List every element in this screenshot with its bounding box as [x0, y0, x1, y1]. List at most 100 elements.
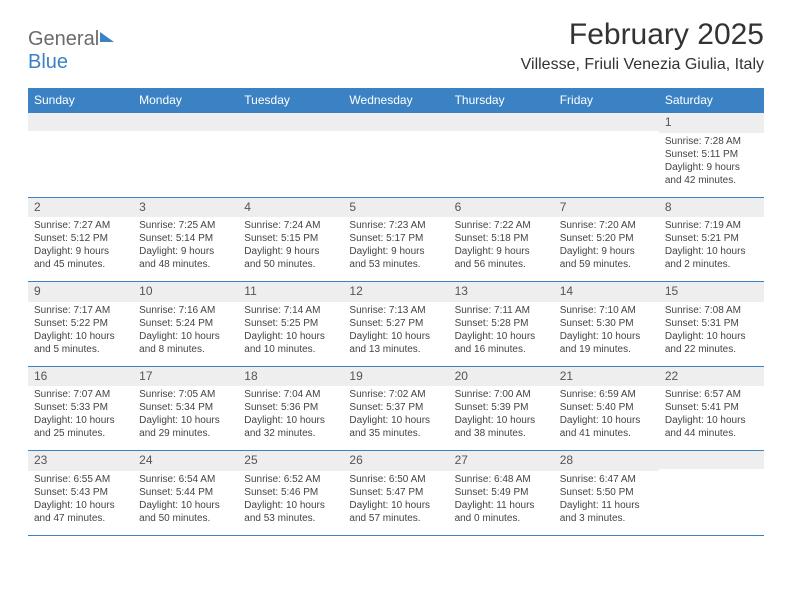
day-header: Saturday [659, 88, 764, 112]
day-cell: 14Sunrise: 7:10 AMSunset: 5:30 PMDayligh… [554, 282, 659, 366]
day-header: Monday [133, 88, 238, 112]
day-header: Wednesday [343, 88, 448, 112]
day-info: Sunrise: 7:24 AMSunset: 5:15 PMDaylight:… [238, 217, 343, 281]
sunrise-text: Sunrise: 7:19 AM [665, 219, 758, 232]
day-number: 24 [133, 451, 238, 471]
day-cell [238, 113, 343, 197]
sunrise-text: Sunrise: 6:57 AM [665, 388, 758, 401]
day-info: Sunrise: 6:57 AMSunset: 5:41 PMDaylight:… [659, 386, 764, 450]
day-cell: 10Sunrise: 7:16 AMSunset: 5:24 PMDayligh… [133, 282, 238, 366]
day-cell: 28Sunrise: 6:47 AMSunset: 5:50 PMDayligh… [554, 451, 659, 535]
day-number: 2 [28, 198, 133, 218]
day-header: Sunday [28, 88, 133, 112]
day-cell: 5Sunrise: 7:23 AMSunset: 5:17 PMDaylight… [343, 198, 448, 282]
sunset-text: Sunset: 5:18 PM [455, 232, 548, 245]
sunrise-text: Sunrise: 7:20 AM [560, 219, 653, 232]
sunrise-text: Sunrise: 7:04 AM [244, 388, 337, 401]
sunset-text: Sunset: 5:47 PM [349, 486, 442, 499]
daylight-text: Daylight: 9 hours and 53 minutes. [349, 245, 442, 271]
brand-part1: General [28, 28, 99, 50]
day-header: Friday [554, 88, 659, 112]
day-number: 21 [554, 367, 659, 387]
day-info: Sunrise: 7:14 AMSunset: 5:25 PMDaylight:… [238, 302, 343, 366]
daylight-text: Daylight: 10 hours and 16 minutes. [455, 330, 548, 356]
sunset-text: Sunset: 5:25 PM [244, 317, 337, 330]
brand-logo: General Blue [28, 18, 114, 74]
day-info: Sunrise: 7:02 AMSunset: 5:37 PMDaylight:… [343, 386, 448, 450]
daylight-text: Daylight: 10 hours and 2 minutes. [665, 245, 758, 271]
sunset-text: Sunset: 5:36 PM [244, 401, 337, 414]
day-cell [659, 451, 764, 535]
sunrise-text: Sunrise: 7:25 AM [139, 219, 232, 232]
daylight-text: Daylight: 10 hours and 41 minutes. [560, 414, 653, 440]
sunset-text: Sunset: 5:46 PM [244, 486, 337, 499]
day-cell [28, 113, 133, 197]
sunrise-text: Sunrise: 7:22 AM [455, 219, 548, 232]
sunrise-text: Sunrise: 6:50 AM [349, 473, 442, 486]
day-cell: 1Sunrise: 7:28 AMSunset: 5:11 PMDaylight… [659, 113, 764, 197]
day-info: Sunrise: 7:27 AMSunset: 5:12 PMDaylight:… [28, 217, 133, 281]
daylight-text: Daylight: 9 hours and 50 minutes. [244, 245, 337, 271]
week-row: 23Sunrise: 6:55 AMSunset: 5:43 PMDayligh… [28, 450, 764, 536]
day-cell: 13Sunrise: 7:11 AMSunset: 5:28 PMDayligh… [449, 282, 554, 366]
day-number [554, 113, 659, 131]
day-info: Sunrise: 7:28 AMSunset: 5:11 PMDaylight:… [659, 133, 764, 197]
day-cell: 12Sunrise: 7:13 AMSunset: 5:27 PMDayligh… [343, 282, 448, 366]
daylight-text: Daylight: 9 hours and 56 minutes. [455, 245, 548, 271]
day-number: 5 [343, 198, 448, 218]
day-info: Sunrise: 7:20 AMSunset: 5:20 PMDaylight:… [554, 217, 659, 281]
week-row: 9Sunrise: 7:17 AMSunset: 5:22 PMDaylight… [28, 281, 764, 366]
day-info: Sunrise: 6:47 AMSunset: 5:50 PMDaylight:… [554, 471, 659, 535]
day-cell: 17Sunrise: 7:05 AMSunset: 5:34 PMDayligh… [133, 367, 238, 451]
day-cell: 25Sunrise: 6:52 AMSunset: 5:46 PMDayligh… [238, 451, 343, 535]
brand-text: General Blue [28, 28, 114, 74]
sunset-text: Sunset: 5:20 PM [560, 232, 653, 245]
sunset-text: Sunset: 5:28 PM [455, 317, 548, 330]
day-number: 15 [659, 282, 764, 302]
daylight-text: Daylight: 10 hours and 50 minutes. [139, 499, 232, 525]
sunset-text: Sunset: 5:34 PM [139, 401, 232, 414]
sunset-text: Sunset: 5:31 PM [665, 317, 758, 330]
day-cell: 4Sunrise: 7:24 AMSunset: 5:15 PMDaylight… [238, 198, 343, 282]
day-number: 17 [133, 367, 238, 387]
calendar: Sunday Monday Tuesday Wednesday Thursday… [28, 88, 764, 536]
day-info: Sunrise: 7:10 AMSunset: 5:30 PMDaylight:… [554, 302, 659, 366]
sunset-text: Sunset: 5:15 PM [244, 232, 337, 245]
day-cell: 9Sunrise: 7:17 AMSunset: 5:22 PMDaylight… [28, 282, 133, 366]
week-row: 1Sunrise: 7:28 AMSunset: 5:11 PMDaylight… [28, 112, 764, 197]
sunset-text: Sunset: 5:37 PM [349, 401, 442, 414]
day-number: 26 [343, 451, 448, 471]
sunrise-text: Sunrise: 6:52 AM [244, 473, 337, 486]
day-cell: 24Sunrise: 6:54 AMSunset: 5:44 PMDayligh… [133, 451, 238, 535]
triangle-icon [100, 32, 114, 42]
sunset-text: Sunset: 5:40 PM [560, 401, 653, 414]
sunrise-text: Sunrise: 7:00 AM [455, 388, 548, 401]
day-info: Sunrise: 7:11 AMSunset: 5:28 PMDaylight:… [449, 302, 554, 366]
sunset-text: Sunset: 5:41 PM [665, 401, 758, 414]
daylight-text: Daylight: 11 hours and 3 minutes. [560, 499, 653, 525]
daylight-text: Daylight: 10 hours and 25 minutes. [34, 414, 127, 440]
sunset-text: Sunset: 5:30 PM [560, 317, 653, 330]
day-cell: 20Sunrise: 7:00 AMSunset: 5:39 PMDayligh… [449, 367, 554, 451]
day-info: Sunrise: 6:54 AMSunset: 5:44 PMDaylight:… [133, 471, 238, 535]
day-cell: 11Sunrise: 7:14 AMSunset: 5:25 PMDayligh… [238, 282, 343, 366]
day-number: 6 [449, 198, 554, 218]
day-cell: 18Sunrise: 7:04 AMSunset: 5:36 PMDayligh… [238, 367, 343, 451]
daylight-text: Daylight: 10 hours and 22 minutes. [665, 330, 758, 356]
day-number: 16 [28, 367, 133, 387]
daylight-text: Daylight: 10 hours and 8 minutes. [139, 330, 232, 356]
day-number: 25 [238, 451, 343, 471]
day-number: 8 [659, 198, 764, 218]
daylight-text: Daylight: 10 hours and 10 minutes. [244, 330, 337, 356]
sunrise-text: Sunrise: 7:28 AM [665, 135, 758, 148]
sunrise-text: Sunrise: 7:10 AM [560, 304, 653, 317]
day-cell: 21Sunrise: 6:59 AMSunset: 5:40 PMDayligh… [554, 367, 659, 451]
day-cell: 26Sunrise: 6:50 AMSunset: 5:47 PMDayligh… [343, 451, 448, 535]
daylight-text: Daylight: 11 hours and 0 minutes. [455, 499, 548, 525]
sunrise-text: Sunrise: 7:27 AM [34, 219, 127, 232]
day-number: 23 [28, 451, 133, 471]
sunrise-text: Sunrise: 7:02 AM [349, 388, 442, 401]
sunset-text: Sunset: 5:21 PM [665, 232, 758, 245]
weeks-container: 1Sunrise: 7:28 AMSunset: 5:11 PMDaylight… [28, 112, 764, 536]
sunset-text: Sunset: 5:43 PM [34, 486, 127, 499]
